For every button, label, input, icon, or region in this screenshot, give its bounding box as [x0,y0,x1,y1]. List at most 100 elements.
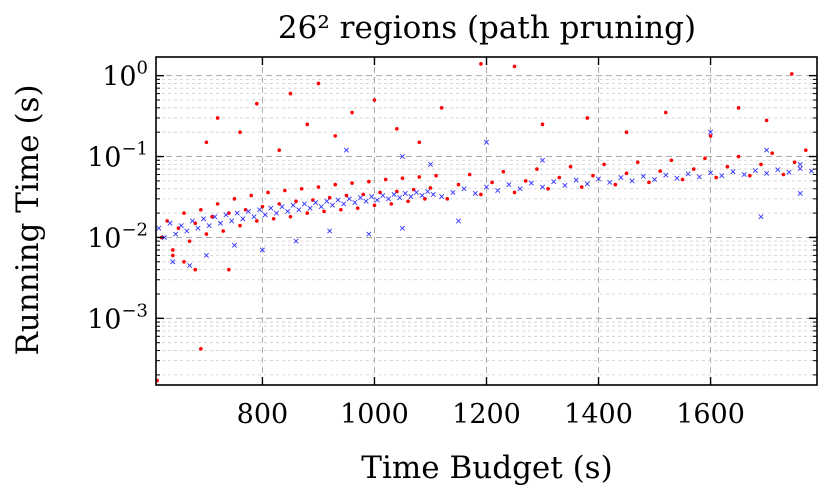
blue-data-point [539,184,546,190]
red-data-point [215,202,220,206]
red-data-point [355,206,360,210]
red-data-point [283,188,287,193]
red-data-point [747,173,752,178]
red-data-point [512,190,517,195]
blue-data-point [273,210,279,216]
blue-data-point [439,194,445,200]
blue-data-point [363,198,369,204]
blue-data-point [259,247,265,253]
blue-data-point [685,171,691,177]
red-data-point [288,214,293,219]
blue-data-point [730,169,736,175]
blue-data-point [262,212,268,218]
red-data-point [445,197,450,201]
blue-data-point [201,216,207,222]
x-tick-label: 1400 [564,399,633,430]
red-data-point [182,259,186,264]
red-data-point [255,219,259,223]
blue-data-point [173,231,179,237]
x-tick-label: 1000 [340,399,409,430]
blue-data-point [741,171,747,178]
blue-data-point [231,242,237,248]
red-data-point [350,110,354,115]
blue-data-point [366,231,372,237]
blue-data-point [369,194,375,200]
blue-data-point [343,147,349,153]
blue-data-point [758,214,764,220]
blue-data-point [573,177,579,183]
red-data-point [255,101,259,106]
red-data-point [322,209,326,214]
red-data-point [635,160,640,165]
red-data-point [199,207,203,212]
red-data-point [579,185,584,189]
red-data-point [770,151,774,155]
blue-data-point [329,202,335,208]
red-data-point [305,122,310,127]
red-data-point [479,62,483,66]
red-data-point [663,110,668,115]
blue-data-point [696,174,702,180]
red-data-point [406,199,410,204]
red-data-point [535,167,539,171]
red-data-point [714,175,718,180]
blue-data-point [357,195,363,201]
red-data-point [350,181,354,185]
blue-data-point [296,207,302,213]
blue-data-point [764,147,770,153]
x-axis-label: Time Budget (s) [361,450,612,486]
blue-data-point [257,207,263,213]
red-data-point [372,203,377,208]
blue-data-point [399,154,405,160]
red-data-point [243,207,248,212]
red-data-point [792,160,797,165]
red-data-point [215,116,220,120]
red-data-point [591,173,595,178]
red-data-point [210,214,214,219]
blue-data-point [607,179,613,185]
red-data-point [546,186,550,191]
blue-data-point [775,167,781,173]
red-data-point [395,127,399,131]
blue-data-point [178,223,184,229]
blue-data-point [161,234,167,240]
blue-data-point [217,220,223,226]
blue-data-point [313,200,319,206]
blue-data-point [461,186,467,192]
x-tick-label: 1200 [452,399,521,430]
red-data-point [479,192,483,197]
blue-data-point [279,204,285,210]
red-data-point [204,140,209,145]
blue-data-point [268,205,274,211]
y-tick-label: 10−3 [87,300,148,335]
red-data-point [238,223,242,228]
red-data-point [501,169,506,174]
red-data-point [439,106,444,110]
blue-data-point [301,201,307,207]
blue-data-point [251,214,257,220]
blue-data-point [517,186,523,192]
red-data-point [613,182,618,187]
red-data-point [568,164,573,169]
blue-data-point [184,228,190,234]
red-data-point [703,156,707,161]
blue-data-point [318,204,324,210]
red-data-point [585,116,590,120]
blue-data-point [167,220,173,226]
blue-data-point [719,173,725,179]
blue-data-point [170,259,176,265]
blue-data-point [285,208,291,214]
red-data-point [803,148,808,152]
chart-title: 26² regions (path pruning) [278,10,696,46]
red-data-point [305,211,310,215]
y-tick-label: 10−1 [87,139,148,174]
blue-data-point [708,129,714,135]
red-data-point [428,186,433,190]
red-data-point [171,248,175,252]
blue-data-point [206,223,212,229]
blue-data-point [596,176,602,182]
blue-data-point [327,228,333,234]
red-data-point [708,134,713,138]
blue-data-point [391,191,397,197]
